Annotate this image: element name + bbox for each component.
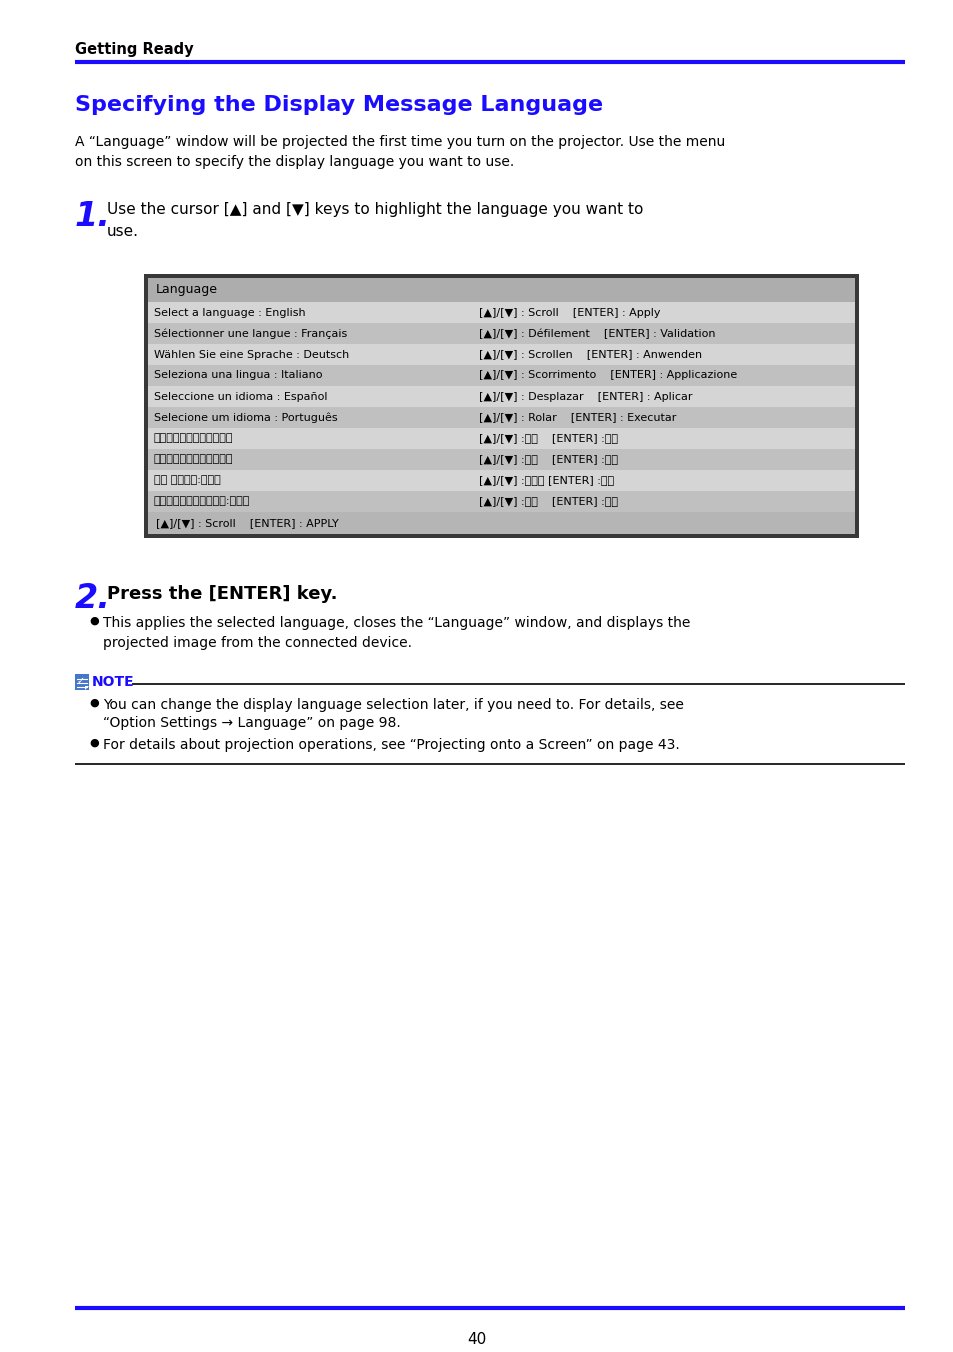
Text: Selecione um idioma : Português: Selecione um idioma : Português: [153, 412, 337, 423]
Text: [▲]/[▼] : Scorrimento    [ENTER] : Applicazione: [▲]/[▼] : Scorrimento [ENTER] : Applicaz…: [478, 370, 737, 380]
Text: 選択語言：中文（简体字）: 選択語言：中文（简体字）: [153, 434, 233, 443]
Text: [▲]/[▼] : Scroll    [ENTER] : APPLY: [▲]/[▼] : Scroll [ENTER] : APPLY: [156, 518, 338, 529]
Text: A “Language” window will be projected the first time you turn on the projector. : A “Language” window will be projected th…: [75, 135, 724, 169]
Text: [▲]/[▼] :選擇    [ENTER] :套用: [▲]/[▼] :選擇 [ENTER] :套用: [478, 454, 618, 465]
Text: ●: ●: [89, 617, 99, 626]
Text: ●: ●: [89, 738, 99, 748]
Bar: [148, 407, 854, 429]
Text: Getting Ready: Getting Ready: [75, 42, 193, 57]
Text: ✓: ✓: [77, 676, 85, 685]
Bar: [148, 429, 854, 449]
Bar: [148, 387, 854, 407]
Text: ●: ●: [89, 698, 99, 708]
Text: [▲]/[▼] :選択    [ENTER] :決定: [▲]/[▼] :選択 [ENTER] :決定: [478, 496, 618, 507]
Bar: [148, 323, 854, 343]
Bar: [148, 449, 854, 470]
Text: Seleccione un idioma : Español: Seleccione un idioma : Español: [153, 392, 327, 402]
Text: For details about projection operations, see “Projecting onto a Screen” on page : For details about projection operations,…: [103, 738, 679, 752]
Bar: [148, 343, 854, 365]
Text: [▲]/[▼] : Scrollen    [ENTER] : Anwenden: [▲]/[▼] : Scrollen [ENTER] : Anwenden: [478, 350, 701, 360]
Text: NOTE: NOTE: [91, 675, 134, 690]
Bar: [75, 675, 89, 690]
Bar: [144, 274, 858, 538]
Text: Use the cursor [▲] and [▼] keys to highlight the language you want to
use.: Use the cursor [▲] and [▼] keys to highl…: [107, 201, 642, 239]
Text: [▲]/[▼] :選択    [ENTER] :採用: [▲]/[▼] :選択 [ENTER] :採用: [478, 434, 618, 443]
Text: Seleziona una lingua : Italiano: Seleziona una lingua : Italiano: [153, 370, 322, 380]
Bar: [148, 470, 854, 491]
Text: You can change the display language selection later, if you need to. For details: You can change the display language sele…: [103, 698, 683, 713]
Text: 40: 40: [467, 1332, 486, 1347]
Text: [▲]/[▼] : Scroll    [ENTER] : Apply: [▲]/[▼] : Scroll [ENTER] : Apply: [478, 307, 659, 318]
Text: 選擇語言：中文（繁體字）: 選擇語言：中文（繁體字）: [153, 454, 233, 465]
Text: Sélectionner une langue : Français: Sélectionner une langue : Français: [153, 329, 347, 339]
Bar: [148, 491, 854, 512]
Text: Press the [ENTER] key.: Press the [ENTER] key.: [107, 585, 337, 603]
Text: “Option Settings → Language” on page 98.: “Option Settings → Language” on page 98.: [103, 717, 400, 730]
Text: 2.: 2.: [75, 581, 111, 615]
Text: [▲]/[▼] : Desplazar    [ENTER] : Aplicar: [▲]/[▼] : Desplazar [ENTER] : Aplicar: [478, 392, 692, 402]
Text: [▲]/[▼] : Défilement    [ENTER] : Validation: [▲]/[▼] : Défilement [ENTER] : Validatio…: [478, 329, 715, 339]
Bar: [148, 301, 854, 323]
Polygon shape: [85, 685, 89, 690]
Text: 언어 선택하기:한국어: 언어 선택하기:한국어: [153, 476, 220, 485]
Bar: [148, 279, 854, 301]
Text: [▲]/[▼] :스크롭 [ENTER] :적용: [▲]/[▼] :스크롭 [ENTER] :적용: [478, 476, 614, 485]
Text: [▲]/[▼] : Rolar    [ENTER] : Executar: [▲]/[▼] : Rolar [ENTER] : Executar: [478, 412, 676, 422]
Text: Select a language : English: Select a language : English: [153, 307, 305, 318]
Text: 1.: 1.: [75, 200, 111, 233]
Bar: [148, 365, 854, 387]
Bar: [148, 512, 854, 534]
Text: 言語を選択してください:日本語: 言語を選択してください:日本語: [153, 496, 250, 507]
Text: Language: Language: [156, 284, 218, 296]
Text: Wählen Sie eine Sprache : Deutsch: Wählen Sie eine Sprache : Deutsch: [153, 350, 349, 360]
Text: Specifying the Display Message Language: Specifying the Display Message Language: [75, 95, 602, 115]
Text: This applies the selected language, closes the “Language” window, and displays t: This applies the selected language, clos…: [103, 617, 690, 650]
